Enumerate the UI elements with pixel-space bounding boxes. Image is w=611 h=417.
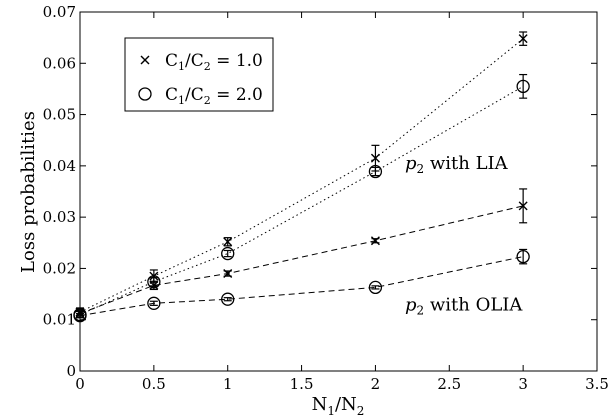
- annotation-sub: 2: [417, 303, 425, 317]
- data-point-circle: [516, 249, 530, 264]
- annotation-text: with OLIA: [424, 294, 523, 315]
- error-bar: [223, 249, 232, 258]
- y-tick-label: 0.07: [43, 3, 76, 21]
- x-tick-label: 1.5: [290, 375, 314, 393]
- x-axis-label-sub2: 2: [357, 404, 365, 417]
- legend: C1/C2 = 1.0 C1/C2 = 2.0: [124, 37, 274, 112]
- error-bar: [371, 166, 380, 177]
- legend-s2-sub1: 1: [178, 94, 185, 107]
- data-point-circle: [221, 292, 235, 306]
- y-tick-label: 0.05: [43, 106, 76, 124]
- annotation-sub: 2: [417, 162, 425, 176]
- plot-frame: [79, 11, 598, 372]
- series-2-dotted: [73, 73, 530, 322]
- error-bar: [149, 300, 158, 306]
- annotation-var: p: [405, 153, 417, 174]
- y-tick-label: 0.02: [43, 259, 76, 277]
- annotation-2: p2 with OLIA: [405, 294, 523, 317]
- series-line: [79, 38, 524, 313]
- error-bar: [371, 285, 380, 290]
- data-point-circle: [221, 246, 235, 261]
- data-point-x: [223, 269, 233, 279]
- data-point-x: [370, 153, 380, 163]
- legend-s1-sub1: 1: [178, 60, 185, 73]
- legend-s1-main: C: [165, 51, 178, 71]
- legend-s2-sub2: 2: [204, 94, 211, 107]
- annotation-var: p: [405, 294, 417, 315]
- x-axis-label: N1/N2: [312, 394, 365, 417]
- y-tick-label: 0.01: [43, 311, 76, 329]
- annotation-text: with LIA: [424, 153, 508, 174]
- y-tick-label: 0.04: [43, 157, 76, 175]
- legend-s1-end: = 1.0: [211, 51, 263, 71]
- x-tick-label: 0.5: [142, 375, 166, 393]
- legend-s2-end: = 2.0: [211, 85, 263, 105]
- legend-marker-x: [140, 55, 150, 65]
- data-point-x: [518, 201, 528, 211]
- x-tick-label: 3.5: [585, 375, 609, 393]
- data-point-x: [223, 237, 233, 247]
- x-tick-label: 1: [223, 375, 233, 393]
- x-axis-label-n1: N: [312, 394, 328, 415]
- data-point-circle: [368, 280, 383, 295]
- y-tick-label: 0.03: [43, 208, 76, 226]
- error-bar: [223, 297, 232, 302]
- x-tick-label: 2.5: [437, 375, 461, 393]
- y-tick-label: 0.06: [43, 54, 76, 72]
- data-point-circle: [368, 164, 383, 179]
- error-bar: [149, 277, 158, 287]
- legend-box: [124, 37, 274, 112]
- legend-entry-series-1: C1/C2 = 1.0: [165, 51, 263, 73]
- y-axis-label: Loss probabilities: [18, 111, 39, 273]
- data-point-x: [370, 236, 380, 246]
- x-tick-label: 3: [518, 375, 528, 393]
- x-tick-label: 2: [371, 375, 381, 393]
- data-point-x: [518, 34, 528, 44]
- legend-marker-circle: [138, 87, 152, 101]
- x-tick-label: 0: [75, 375, 85, 393]
- y-tick-label: 0: [66, 362, 76, 380]
- legend-s2-mid: /C: [185, 85, 204, 105]
- error-bar: [519, 73, 528, 99]
- legend-entry-series-2: C1/C2 = 2.0: [165, 85, 263, 107]
- legend-s1-mid: /C: [185, 51, 204, 71]
- annotation-1: p2 with LIA: [405, 153, 509, 176]
- data-point-circle: [516, 79, 530, 94]
- series-1-dashed: [75, 188, 528, 319]
- legend-s1-sub2: 2: [204, 60, 211, 73]
- legend-s2-main: C: [165, 85, 178, 105]
- data-point-circle: [147, 275, 161, 289]
- error-bar: [519, 248, 528, 265]
- x-axis-ticks: 0 0.5 1 1.5 2 2.5 3 3.5: [75, 12, 609, 393]
- x-axis-label-sub1: 1: [327, 404, 335, 417]
- y-axis-ticks: 0 0.01 0.02 0.03 0.04 0.05 0.06 0.07: [43, 3, 597, 380]
- x-axis-label-slash: /N: [335, 394, 357, 415]
- data-point-circle: [147, 296, 161, 310]
